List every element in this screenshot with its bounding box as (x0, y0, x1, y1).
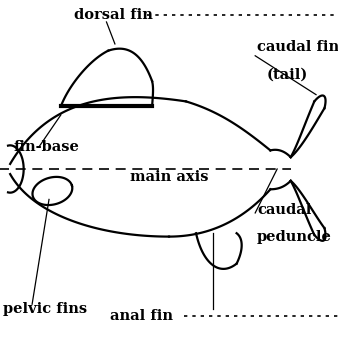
Text: anal fin: anal fin (111, 309, 173, 323)
Text: caudal: caudal (257, 202, 311, 217)
Text: pelvic fins: pelvic fins (3, 302, 88, 316)
Text: main axis: main axis (130, 170, 208, 185)
Text: fin-base: fin-base (14, 140, 79, 154)
Text: dorsal fin: dorsal fin (74, 8, 153, 22)
Text: caudal fin: caudal fin (257, 40, 338, 54)
Text: (tail): (tail) (267, 67, 308, 81)
Text: peduncle: peduncle (257, 230, 332, 244)
